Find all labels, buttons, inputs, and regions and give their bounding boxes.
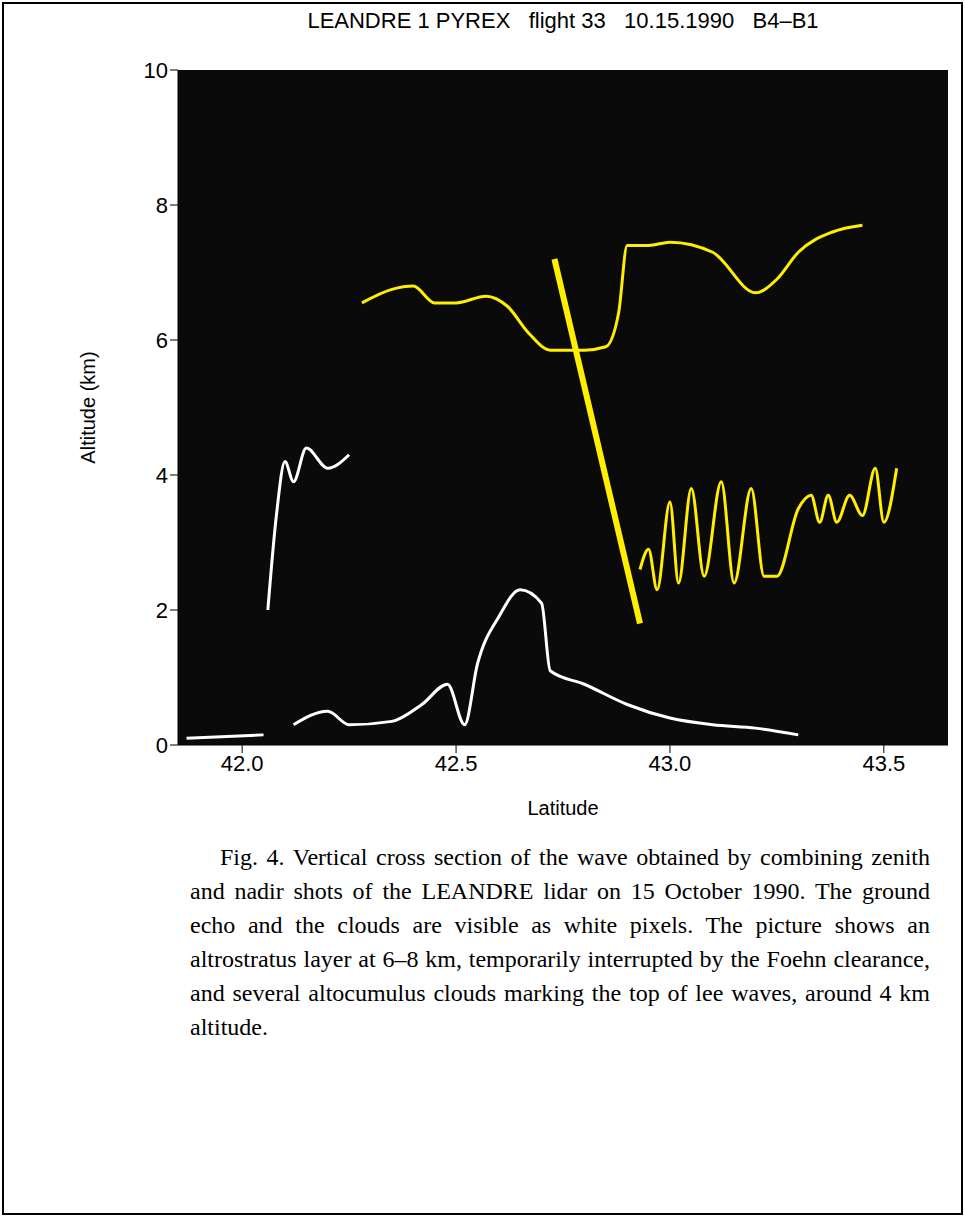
svg-text:42.0: 42.0: [221, 751, 264, 776]
svg-text:Latitude: Latitude: [527, 797, 598, 819]
html-text:LEANDRE 1 PYREX flight 33 10.1: LEANDRE 1 PYREX flight 33 10.15.1990 B4–…: [307, 8, 819, 33]
svg-text:8: 8: [156, 193, 168, 218]
html-text:Fig. 4. Vertical cross section: Fig. 4. Vertical cross section of the wa…: [190, 844, 930, 1040]
svg-text:10: 10: [144, 58, 168, 83]
svg-text:Altitude (km): Altitude (km): [77, 351, 99, 463]
svg-text:2: 2: [156, 598, 168, 623]
svg-text:4: 4: [156, 463, 168, 488]
svg-text:6: 6: [156, 328, 168, 353]
svg-text:0: 0: [156, 733, 168, 758]
svg-text:43.0: 43.0: [649, 751, 692, 776]
svg-text:42.5: 42.5: [435, 751, 478, 776]
svg-text:43.5: 43.5: [862, 751, 905, 776]
